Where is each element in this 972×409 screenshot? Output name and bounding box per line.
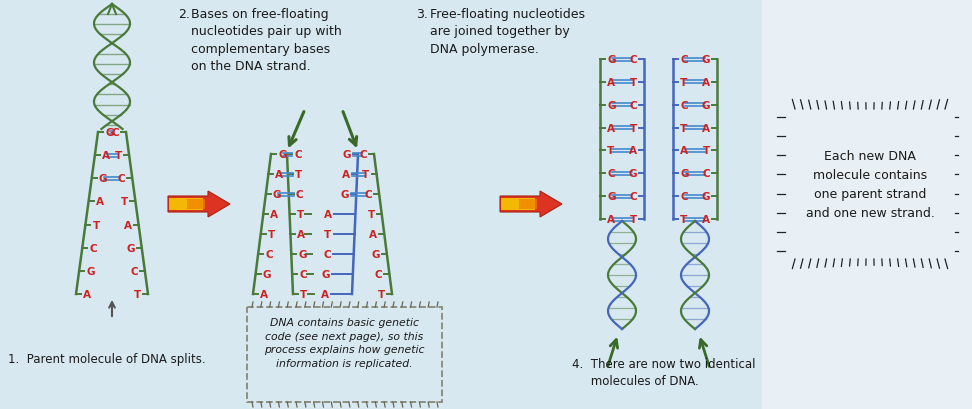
Text: 4.  There are now two identical
     molecules of DNA.: 4. There are now two identical molecules… [572, 357, 755, 388]
Text: A: A [702, 214, 710, 225]
Text: G: G [702, 55, 710, 65]
Text: C: C [680, 101, 687, 110]
Text: G: G [607, 55, 615, 65]
Text: A: A [629, 146, 637, 156]
Text: A: A [342, 170, 350, 180]
Text: C: C [607, 169, 614, 179]
Text: Each new DNA
molecule contains
one parent strand
and one new strand.: Each new DNA molecule contains one paren… [806, 150, 934, 220]
Text: T: T [378, 289, 385, 299]
Text: T: T [296, 209, 304, 220]
Text: G: G [702, 101, 710, 110]
Text: C: C [630, 192, 637, 202]
Text: A: A [702, 78, 710, 88]
Text: C: C [299, 270, 307, 279]
Text: C: C [703, 169, 710, 179]
Text: Bases on free-floating
nucleotides pair up with
complementary bases
on the DNA s: Bases on free-floating nucleotides pair … [191, 8, 342, 73]
Text: A: A [270, 209, 278, 220]
Text: G: G [278, 150, 287, 160]
Text: T: T [703, 146, 710, 156]
Text: C: C [630, 101, 637, 110]
Text: T: T [607, 146, 614, 156]
Text: G: G [87, 266, 94, 276]
Text: C: C [364, 189, 372, 200]
Text: C: C [89, 243, 97, 253]
Text: G: G [126, 243, 135, 253]
Text: T: T [267, 229, 275, 239]
Text: A: A [607, 78, 615, 88]
Text: T: T [630, 78, 637, 88]
Text: C: C [323, 249, 330, 259]
Text: C: C [375, 270, 382, 279]
Text: A: A [260, 289, 268, 299]
Text: A: A [607, 123, 615, 133]
Text: G: G [342, 150, 351, 160]
FancyArrow shape [519, 200, 538, 209]
Text: C: C [360, 150, 367, 160]
Text: C: C [295, 189, 303, 200]
FancyArrow shape [187, 200, 205, 209]
Text: C: C [630, 55, 637, 65]
Text: A: A [321, 289, 329, 299]
Text: A: A [607, 214, 615, 225]
Text: A: A [275, 170, 284, 180]
FancyBboxPatch shape [247, 307, 442, 402]
Text: G: G [99, 174, 107, 184]
Text: A: A [83, 289, 91, 299]
Text: A: A [297, 229, 305, 239]
Text: DNA contains basic genetic
code (see next page), so this
process explains how ge: DNA contains basic genetic code (see nex… [264, 317, 425, 368]
Text: C: C [130, 266, 138, 276]
Text: T: T [134, 289, 141, 299]
Text: G: G [371, 249, 380, 259]
Text: A: A [369, 229, 377, 239]
Text: A: A [680, 146, 688, 156]
Text: G: G [273, 189, 281, 200]
Text: C: C [118, 174, 125, 184]
Text: T: T [363, 170, 369, 180]
Text: T: T [680, 214, 687, 225]
Text: A: A [702, 123, 710, 133]
Text: G: G [298, 249, 307, 259]
Bar [762, 0, 972, 409]
Text: 1.  Parent molecule of DNA splits.: 1. Parent molecule of DNA splits. [8, 353, 206, 366]
FancyArrow shape [501, 198, 536, 211]
Text: G: G [322, 270, 330, 279]
Text: T: T [115, 151, 122, 161]
Text: 2.: 2. [178, 8, 190, 21]
Text: T: T [300, 289, 307, 299]
Text: A: A [123, 220, 131, 230]
Text: 3.: 3. [416, 8, 428, 21]
Text: T: T [325, 229, 331, 239]
Text: G: G [105, 128, 114, 138]
Text: T: T [122, 197, 128, 207]
Text: T: T [630, 123, 637, 133]
Text: C: C [294, 150, 301, 160]
Text: T: T [680, 123, 687, 133]
FancyArrow shape [168, 191, 230, 218]
Text: G: G [702, 192, 710, 202]
Text: C: C [680, 192, 687, 202]
Text: T: T [92, 220, 100, 230]
Text: G: G [629, 169, 637, 179]
Text: T: T [630, 214, 637, 225]
Text: A: A [95, 197, 104, 207]
Bar [0, 0, 762, 409]
Text: G: G [607, 192, 615, 202]
Text: G: G [607, 101, 615, 110]
Text: A: A [325, 209, 332, 220]
Text: C: C [680, 55, 687, 65]
Text: T: T [295, 170, 302, 180]
Text: G: G [262, 270, 271, 279]
Text: G: G [341, 189, 349, 200]
FancyArrow shape [169, 198, 203, 211]
Text: G: G [680, 169, 688, 179]
Text: C: C [265, 249, 273, 259]
Text: Free-floating nucleotides
are joined together by
DNA polymerase.: Free-floating nucleotides are joined tog… [430, 8, 585, 56]
Text: T: T [367, 209, 375, 220]
Text: A: A [102, 151, 110, 161]
Text: C: C [112, 128, 119, 138]
Text: T: T [680, 78, 687, 88]
FancyArrow shape [500, 191, 562, 218]
